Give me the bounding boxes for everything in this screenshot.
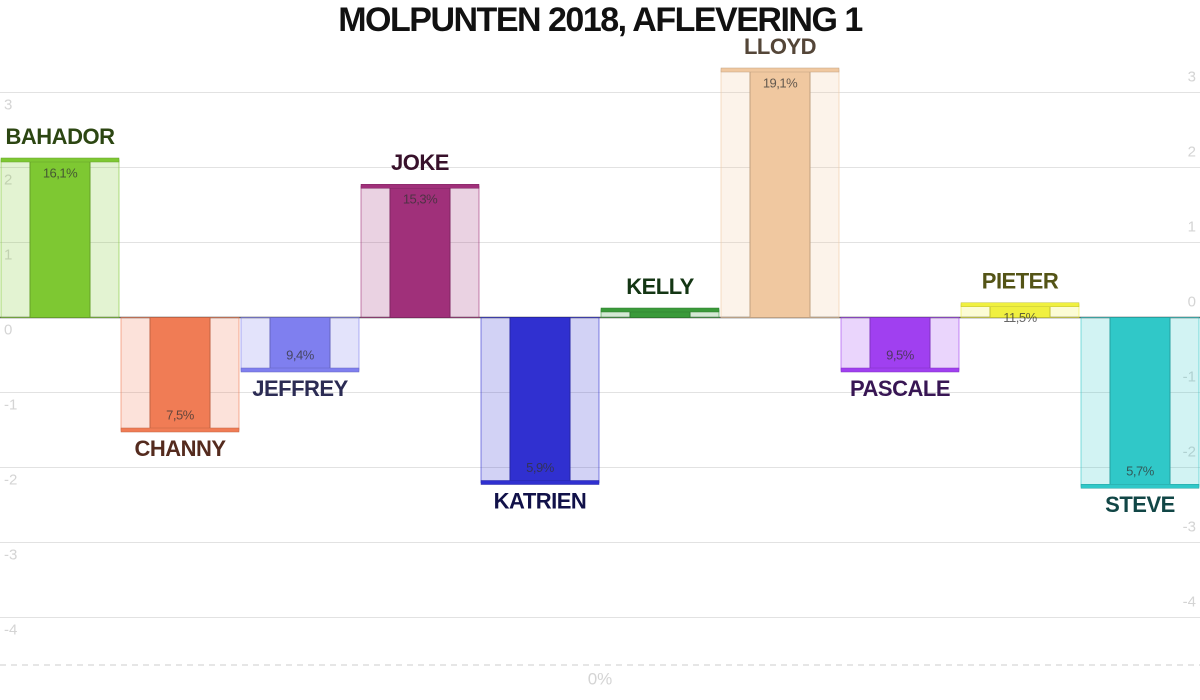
category-label: PIETER [982, 269, 1059, 294]
bar-cap [240, 367, 360, 373]
category-label: BAHADOR [6, 124, 116, 149]
y-tick-label-right: 1 [1188, 218, 1196, 235]
percent-label: 19,1% [763, 75, 798, 90]
category-label: JOKE [391, 150, 449, 175]
chart-title: MOLPUNTEN 2018, AFLEVERING 1 [338, 1, 862, 39]
y-tick-label-left: -4 [4, 621, 17, 638]
bar-cap [360, 184, 480, 189]
bar [869, 317, 931, 371]
bar-cap [960, 302, 1080, 307]
y-tick-label-right: -1 [1183, 368, 1196, 385]
bar [29, 159, 91, 318]
category-label: LLOYD [744, 34, 816, 59]
bar-cap [600, 307, 720, 313]
bar-cap [480, 480, 600, 485]
y-tick-label-right: 0 [1188, 293, 1196, 310]
percent-label: 7,5% [166, 407, 195, 422]
bar-cap [1080, 484, 1200, 489]
bar-cap [840, 367, 960, 373]
y-tick-label-left: -2 [4, 471, 17, 488]
bar [509, 317, 571, 483]
percent-label: 9,4% [286, 347, 315, 362]
category-label: JEFFREY [252, 376, 348, 401]
y-tick-label-right: 2 [1188, 143, 1196, 160]
category-label: KELLY [626, 274, 694, 299]
category-label: PASCALE [850, 376, 950, 401]
y-tick-label-right: -3 [1183, 518, 1196, 535]
category-label: STEVE [1105, 492, 1175, 517]
baseline-label: 0% [588, 669, 613, 688]
bar-cap [0, 157, 120, 163]
y-tick-label-left: -1 [4, 396, 17, 413]
y-tick-label-left: 3 [4, 96, 12, 113]
percent-label: 15,3% [403, 192, 438, 207]
bar-cap [120, 427, 240, 433]
percent-label: 5,9% [526, 460, 555, 475]
percent-label: 9,5% [886, 347, 915, 362]
category-label: KATRIEN [494, 488, 587, 513]
percent-label: 5,7% [1126, 464, 1155, 479]
percent-label: 16,1% [43, 165, 78, 180]
bar [389, 185, 451, 318]
y-tick-label-left: 0 [4, 321, 12, 338]
bar [149, 317, 211, 431]
y-tick-label-right: 3 [1188, 68, 1196, 85]
y-tick-label-left: 1 [4, 246, 12, 263]
bar [749, 69, 811, 318]
y-tick-label-right: -4 [1183, 593, 1196, 610]
category-label: CHANNY [134, 436, 226, 461]
bar [269, 317, 331, 371]
y-tick-label-right: -2 [1183, 443, 1196, 460]
percent-label: 11,5% [1003, 310, 1037, 325]
bar [1109, 317, 1171, 487]
y-tick-label-left: 2 [4, 171, 12, 188]
bar-cap [720, 67, 840, 73]
y-tick-label-left: -3 [4, 546, 17, 563]
